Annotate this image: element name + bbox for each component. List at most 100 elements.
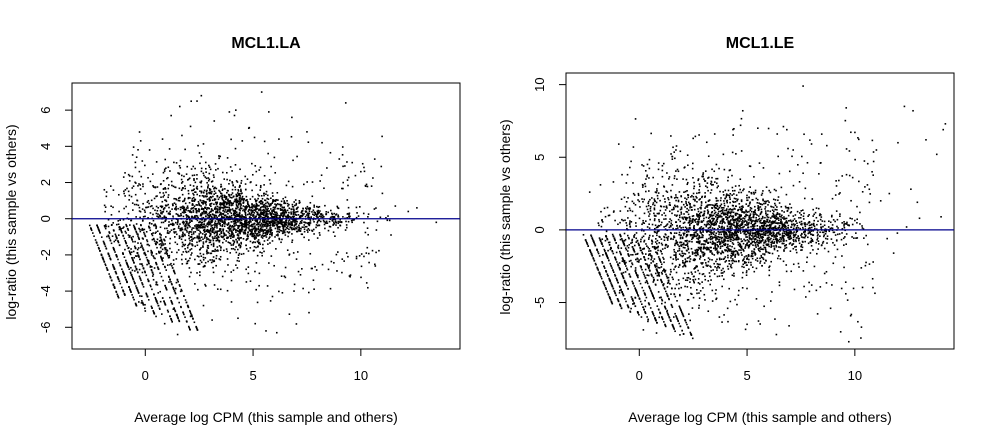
data-point xyxy=(206,225,209,228)
data-point xyxy=(222,188,224,191)
data-point xyxy=(316,221,319,224)
data-point xyxy=(241,215,244,218)
data-point xyxy=(147,225,150,228)
data-point xyxy=(731,209,734,211)
data-point xyxy=(253,222,255,225)
data-point xyxy=(260,226,263,228)
data-point xyxy=(146,201,149,203)
data-point xyxy=(245,244,247,247)
data-point xyxy=(156,209,159,212)
data-point xyxy=(204,161,207,164)
data-point xyxy=(699,198,701,200)
data-point xyxy=(724,243,727,245)
data-point xyxy=(239,215,241,217)
data-point xyxy=(653,208,656,211)
data-point xyxy=(264,225,266,228)
data-point xyxy=(290,223,292,226)
data-point xyxy=(223,225,226,228)
data-point xyxy=(832,241,834,244)
data-point xyxy=(752,211,755,213)
data-point xyxy=(708,234,711,236)
data-point xyxy=(753,176,755,178)
data-point xyxy=(212,266,214,269)
data-point xyxy=(237,203,240,205)
data-point xyxy=(307,228,310,230)
data-point xyxy=(320,214,323,216)
data-point xyxy=(748,235,751,237)
data-point xyxy=(688,251,690,254)
data-point xyxy=(297,206,299,209)
data-point xyxy=(324,204,326,207)
data-point xyxy=(254,227,257,229)
data-point xyxy=(198,194,201,197)
data-point xyxy=(191,227,194,229)
data-point xyxy=(259,225,262,227)
data-point xyxy=(127,212,130,215)
data-point xyxy=(275,213,277,216)
data-point xyxy=(161,244,163,247)
data-point xyxy=(366,185,369,188)
data-point xyxy=(777,199,779,202)
data-point xyxy=(274,203,276,205)
data-point xyxy=(243,218,245,221)
data-point xyxy=(659,199,661,202)
data-point xyxy=(787,220,790,222)
data-point xyxy=(668,210,671,213)
data-point xyxy=(308,311,310,314)
data-point xyxy=(263,240,266,242)
data-point xyxy=(180,182,183,184)
data-point xyxy=(177,218,179,221)
data-point xyxy=(249,230,252,232)
data-point xyxy=(107,218,110,221)
data-point xyxy=(701,221,704,223)
data-point xyxy=(791,244,793,246)
data-point xyxy=(648,177,650,179)
data-point xyxy=(131,269,134,272)
data-point xyxy=(249,219,251,222)
data-point xyxy=(648,254,650,257)
data-point xyxy=(314,265,316,268)
data-point xyxy=(165,191,167,194)
data-point xyxy=(721,240,723,242)
data-point xyxy=(247,203,249,205)
data-point xyxy=(174,272,176,275)
data-point xyxy=(702,273,705,275)
data-point xyxy=(214,231,217,234)
data-point xyxy=(254,238,256,240)
data-point xyxy=(702,219,705,222)
data-point xyxy=(190,211,193,214)
data-point xyxy=(244,216,246,219)
data-point xyxy=(291,241,293,244)
data-point xyxy=(712,214,715,217)
data-point xyxy=(682,203,685,206)
data-point xyxy=(220,192,222,195)
data-point xyxy=(286,202,289,205)
data-point xyxy=(802,209,804,211)
data-point xyxy=(863,237,865,239)
y-tick-label: 10 xyxy=(532,77,547,91)
data-point xyxy=(355,255,358,258)
data-point xyxy=(99,250,101,252)
data-point xyxy=(763,242,765,244)
data-point xyxy=(200,170,203,173)
data-point xyxy=(122,253,125,255)
data-point xyxy=(332,218,335,221)
data-point xyxy=(192,238,195,240)
data-point xyxy=(757,248,760,250)
data-point xyxy=(727,256,729,259)
data-point xyxy=(155,231,157,234)
data-point xyxy=(735,237,737,240)
data-point xyxy=(115,236,118,238)
data-point xyxy=(329,287,332,290)
data-point xyxy=(182,206,185,209)
data-point xyxy=(728,248,730,250)
data-point xyxy=(354,174,357,177)
data-point xyxy=(720,203,723,206)
data-point xyxy=(266,239,269,241)
data-point xyxy=(783,211,785,213)
data-point xyxy=(164,252,166,255)
data-point xyxy=(773,234,776,237)
data-point xyxy=(227,264,229,266)
data-point xyxy=(183,225,186,227)
data-point xyxy=(222,235,225,238)
